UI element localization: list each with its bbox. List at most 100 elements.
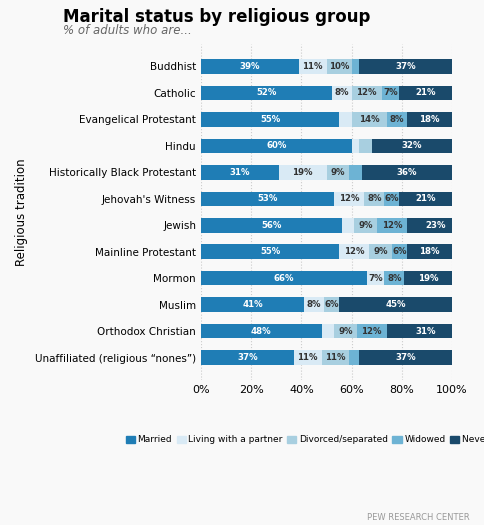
Bar (299, 59, 327, 74)
Bar (334, 192, 364, 206)
Bar (279, 165, 327, 180)
Bar (405, 271, 452, 286)
Text: 23%: 23% (425, 220, 446, 230)
Bar (392, 245, 407, 259)
Bar (201, 86, 332, 100)
Bar (382, 86, 399, 100)
Text: 9%: 9% (331, 168, 345, 177)
Text: 56%: 56% (261, 220, 282, 230)
Bar (387, 112, 407, 127)
Text: 8%: 8% (307, 300, 321, 309)
Text: 7%: 7% (368, 274, 383, 282)
Bar (359, 350, 452, 365)
Text: 60%: 60% (266, 141, 287, 150)
Text: 7%: 7% (383, 88, 398, 98)
Text: 9%: 9% (358, 220, 373, 230)
Bar (349, 350, 359, 365)
Bar (201, 297, 304, 312)
Text: 45%: 45% (385, 300, 406, 309)
Bar (339, 245, 369, 259)
Text: 9%: 9% (373, 247, 388, 256)
Text: 52%: 52% (256, 88, 276, 98)
Bar (387, 324, 465, 339)
Bar (352, 112, 387, 127)
Text: 6%: 6% (385, 194, 399, 203)
Bar (367, 271, 384, 286)
Bar (407, 245, 452, 259)
Bar (342, 218, 354, 233)
Bar (201, 112, 339, 127)
Text: PEW RESEARCH CENTER: PEW RESEARCH CENTER (367, 513, 469, 522)
Bar (399, 192, 452, 206)
Text: 8%: 8% (334, 88, 349, 98)
Bar (362, 165, 452, 180)
Text: 10%: 10% (329, 62, 349, 71)
Text: 12%: 12% (362, 327, 382, 335)
Text: 12%: 12% (339, 194, 360, 203)
Bar (201, 324, 321, 339)
Bar (357, 324, 387, 339)
Bar (327, 165, 349, 180)
Text: 48%: 48% (251, 327, 272, 335)
Text: 66%: 66% (273, 274, 294, 282)
Bar (201, 139, 352, 153)
Bar (354, 218, 377, 233)
Bar (399, 86, 452, 100)
Text: 55%: 55% (260, 247, 280, 256)
Legend: Married, Living with a partner, Divorced/separated, Widowed, Never married: Married, Living with a partner, Divorced… (122, 432, 484, 448)
Text: 19%: 19% (292, 168, 313, 177)
Text: 39%: 39% (240, 62, 260, 71)
Text: 31%: 31% (229, 168, 250, 177)
Text: 6%: 6% (392, 247, 407, 256)
Bar (369, 245, 392, 259)
Text: 37%: 37% (395, 62, 416, 71)
Text: 12%: 12% (344, 247, 364, 256)
Bar (201, 218, 342, 233)
Bar (201, 59, 299, 74)
Text: 8%: 8% (390, 115, 404, 124)
Text: 11%: 11% (302, 62, 323, 71)
Bar (349, 165, 362, 180)
Text: 12%: 12% (381, 220, 402, 230)
Text: 8%: 8% (387, 274, 402, 282)
Bar (321, 324, 334, 339)
Bar (359, 59, 452, 74)
Bar (332, 86, 352, 100)
Text: 11%: 11% (298, 353, 318, 362)
Bar (201, 192, 334, 206)
Bar (321, 350, 349, 365)
Bar (359, 139, 372, 153)
Text: 12%: 12% (357, 88, 377, 98)
Text: 21%: 21% (415, 88, 436, 98)
Bar (352, 59, 359, 74)
Y-axis label: Religious tradition: Religious tradition (15, 158, 28, 266)
Bar (327, 59, 352, 74)
Text: 14%: 14% (359, 115, 379, 124)
Bar (201, 350, 294, 365)
Text: 53%: 53% (257, 194, 278, 203)
Bar (372, 139, 452, 153)
Text: 31%: 31% (415, 327, 436, 335)
Text: 36%: 36% (397, 168, 417, 177)
Text: Marital status by religious group: Marital status by religious group (63, 8, 370, 26)
Bar (339, 112, 352, 127)
Bar (201, 245, 339, 259)
Text: 18%: 18% (419, 115, 440, 124)
Text: 9%: 9% (338, 327, 353, 335)
Bar (352, 86, 382, 100)
Text: 37%: 37% (395, 353, 416, 362)
Bar (384, 192, 399, 206)
Text: 6%: 6% (324, 300, 339, 309)
Text: 18%: 18% (419, 247, 440, 256)
Text: 8%: 8% (367, 194, 381, 203)
Text: 32%: 32% (402, 141, 422, 150)
Bar (384, 271, 405, 286)
Text: 11%: 11% (325, 353, 346, 362)
Text: 21%: 21% (415, 194, 436, 203)
Bar (334, 324, 357, 339)
Bar (201, 271, 367, 286)
Bar (339, 297, 452, 312)
Bar (364, 192, 384, 206)
Bar (377, 218, 407, 233)
Text: 19%: 19% (418, 274, 439, 282)
